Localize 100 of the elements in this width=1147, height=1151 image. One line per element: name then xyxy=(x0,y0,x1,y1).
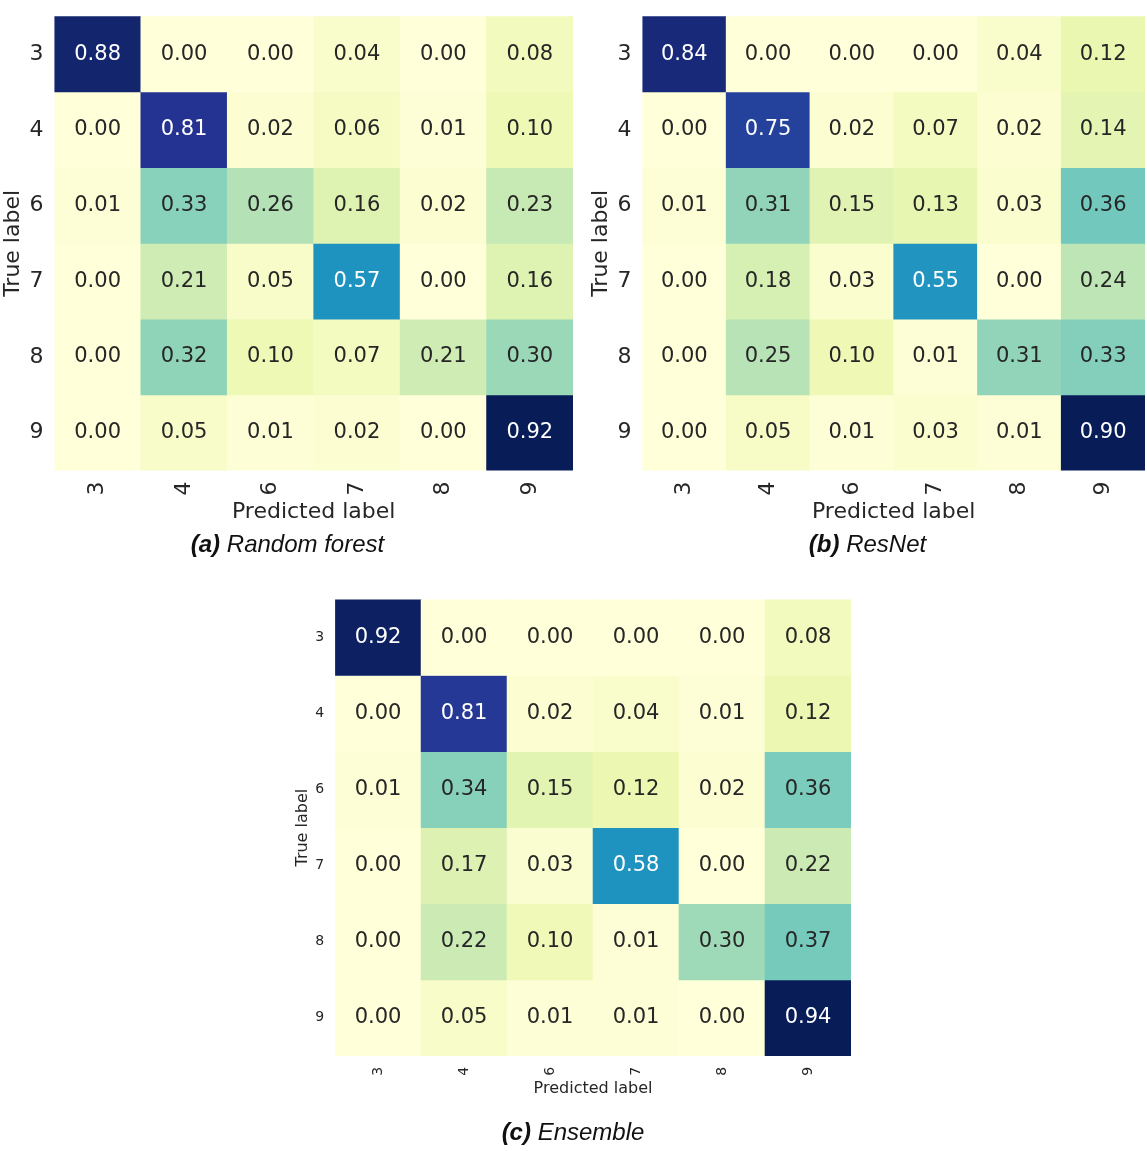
data-label: 0.02 xyxy=(247,116,294,141)
data-label: 0.00 xyxy=(995,267,1043,292)
data-label: 0.05 xyxy=(247,267,294,292)
text: (c) Ensemble xyxy=(500,1118,646,1146)
x-axis-title: Predicted label xyxy=(811,497,976,523)
data-label: 0.00 xyxy=(74,343,121,368)
data-label: 0.81 xyxy=(440,699,488,724)
x-tick-label: 8 xyxy=(1005,481,1031,496)
x-tick-label: 7 xyxy=(342,481,368,496)
data-label: 0.00 xyxy=(354,1004,402,1029)
data-label: 0.00 xyxy=(660,343,708,368)
data-label: 0.00 xyxy=(74,267,121,292)
data-label: 0.00 xyxy=(440,623,488,648)
data-label: 0.00 xyxy=(419,419,467,444)
data-label: 0.01 xyxy=(354,776,402,801)
data-label: 0.01 xyxy=(698,699,746,724)
data-label: 0.92 xyxy=(506,419,554,444)
x-tick-label: 7 xyxy=(626,1066,643,1076)
data-label: 0.34 xyxy=(440,776,488,801)
data-label: 0.92 xyxy=(354,623,402,648)
data-label: 0.12 xyxy=(1079,40,1127,65)
x-tick-label: 3 xyxy=(83,481,109,496)
data-label: 0.08 xyxy=(784,623,832,648)
data-label: 0.21 xyxy=(160,267,208,292)
y-tick-label: 7 xyxy=(617,266,632,292)
data-label: 0.32 xyxy=(160,343,208,368)
y-tick-label: 6 xyxy=(315,780,325,797)
data-label: 0.01 xyxy=(74,191,121,216)
data-label: 0.81 xyxy=(160,116,208,141)
data-label: 0.16 xyxy=(333,191,381,216)
data-label: 0.03 xyxy=(995,191,1043,216)
x-tick-label: 9 xyxy=(1088,481,1114,496)
data-label: 0.02 xyxy=(333,419,381,444)
y-tick-label: 7 xyxy=(315,856,325,873)
x-axis-title: Predicted label xyxy=(533,1077,653,1097)
data-label: 0.75 xyxy=(744,116,792,141)
data-label: 0.16 xyxy=(506,267,554,292)
data-label: 0.00 xyxy=(74,419,121,444)
y-tick-label: 8 xyxy=(617,342,632,368)
data-label: 0.25 xyxy=(744,343,792,368)
data-label: 0.06 xyxy=(333,116,381,141)
data-label: 0.01 xyxy=(912,343,959,368)
x-tick-label: 6 xyxy=(256,481,282,496)
data-label: 0.03 xyxy=(912,419,959,444)
y-tick-label: 9 xyxy=(617,418,632,444)
data-label: 0.05 xyxy=(440,1004,488,1029)
data-label: 0.30 xyxy=(698,928,746,953)
data-label: 0.05 xyxy=(744,419,792,444)
data-label: 0.00 xyxy=(526,623,574,648)
text: (b) ResNet xyxy=(807,530,928,558)
data-label: 0.05 xyxy=(160,419,208,444)
y-tick-label: 8 xyxy=(315,932,325,949)
x-tick-label: 9 xyxy=(798,1066,815,1076)
data-label: 0.24 xyxy=(1079,267,1127,292)
data-label: 0.00 xyxy=(247,40,294,65)
data-label: 0.10 xyxy=(247,343,294,368)
x-tick-label: 6 xyxy=(540,1066,557,1076)
y-tick-label: 4 xyxy=(29,115,44,141)
x-tick-label: 4 xyxy=(753,481,779,496)
data-label: 0.12 xyxy=(612,776,660,801)
data-label: 0.58 xyxy=(612,852,660,877)
y-tick-label: 9 xyxy=(315,1008,325,1025)
data-label: 0.07 xyxy=(333,343,381,368)
x-tick-label: 4 xyxy=(169,481,195,496)
y-tick-label: 3 xyxy=(315,628,325,645)
data-label: 0.14 xyxy=(1079,116,1127,141)
data-label: 0.00 xyxy=(354,852,402,877)
data-label: 0.02 xyxy=(419,191,467,216)
data-label: 0.01 xyxy=(828,419,876,444)
data-label: 0.04 xyxy=(995,40,1043,65)
data-label: 0.23 xyxy=(506,191,554,216)
data-label: 0.00 xyxy=(660,419,708,444)
x-tick-label: 7 xyxy=(921,481,947,496)
data-label: 0.57 xyxy=(333,267,381,292)
y-tick-label: 4 xyxy=(315,704,325,721)
x-tick-label: 3 xyxy=(368,1066,385,1076)
data-label: 0.33 xyxy=(1079,343,1127,368)
data-label: 0.94 xyxy=(784,1004,832,1029)
data-label: 0.22 xyxy=(784,852,832,877)
y-axis-title: True label xyxy=(0,189,24,298)
data-label: 0.37 xyxy=(784,928,832,953)
data-label: 0.00 xyxy=(698,623,746,648)
data-label: 0.00 xyxy=(354,928,402,953)
data-label: 0.36 xyxy=(784,776,832,801)
data-label: 0.36 xyxy=(1079,191,1127,216)
data-label: 0.02 xyxy=(828,116,876,141)
y-tick-label: 6 xyxy=(29,191,44,217)
data-label: 0.03 xyxy=(828,267,876,292)
data-label: 0.30 xyxy=(506,343,554,368)
data-label: 0.00 xyxy=(698,1004,746,1029)
data-label: 0.00 xyxy=(660,267,708,292)
data-label: 0.84 xyxy=(660,40,708,65)
data-label: 0.00 xyxy=(419,267,467,292)
data-label: 0.00 xyxy=(419,40,467,65)
y-axis-title: True label xyxy=(291,788,311,868)
data-label: 0.02 xyxy=(526,699,574,724)
data-label: 0.88 xyxy=(74,40,121,65)
data-label: 0.21 xyxy=(419,343,467,368)
x-tick-label: 8 xyxy=(429,481,455,496)
y-tick-label: 4 xyxy=(617,115,632,141)
